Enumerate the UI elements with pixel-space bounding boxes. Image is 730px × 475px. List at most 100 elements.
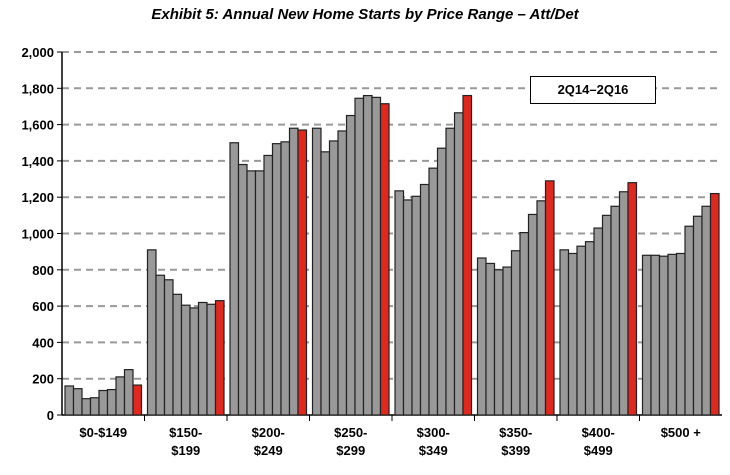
bar: [345, 114, 356, 416]
bar: [206, 303, 217, 416]
bar: [650, 254, 661, 416]
bar: [610, 205, 621, 416]
bar: [419, 183, 430, 416]
bar: [254, 170, 265, 416]
bar: [476, 257, 487, 416]
x-category-label: $250-: [334, 425, 367, 440]
bar: [692, 215, 703, 416]
bar: [428, 167, 439, 416]
bar: [89, 397, 100, 416]
bar: [64, 385, 75, 416]
x-category-label: $199: [171, 443, 200, 458]
bar: [280, 141, 291, 416]
bar: [98, 389, 109, 416]
bar: [584, 241, 595, 416]
bar: [567, 252, 578, 416]
x-category-label: $0-$149: [79, 425, 127, 440]
bar: [701, 205, 712, 416]
bar: [618, 191, 629, 416]
y-tick-label: 1,000: [21, 227, 54, 242]
bar: [485, 262, 496, 416]
x-category-label: $350-: [499, 425, 532, 440]
bar: [462, 94, 473, 416]
bar: [189, 307, 200, 416]
x-category-label: $299: [336, 443, 365, 458]
bar: [436, 147, 447, 416]
bar: [115, 376, 126, 416]
bar: [155, 274, 166, 416]
bar: [371, 96, 382, 416]
bar: [123, 369, 134, 416]
y-tick-label: 1,400: [21, 154, 54, 169]
bar: [544, 180, 555, 416]
bar: [146, 249, 157, 416]
bar: [493, 269, 504, 416]
bar: [320, 151, 331, 416]
bar: [81, 398, 92, 416]
y-tick-label: 1,200: [21, 190, 54, 205]
bar: [445, 127, 456, 416]
bar: [337, 130, 348, 416]
x-category-label: $399: [501, 443, 530, 458]
bar: [229, 142, 240, 416]
bar: [709, 192, 720, 416]
bar: [601, 214, 612, 416]
y-tick-label: 1,800: [21, 81, 54, 96]
x-category-label: $499: [584, 443, 613, 458]
bar: [684, 225, 695, 416]
bar: [394, 190, 405, 416]
bar: [667, 253, 678, 416]
chart-title: Exhibit 5: Annual New Home Starts by Pri…: [151, 6, 579, 23]
y-tick-label: 400: [32, 335, 54, 350]
bar: [106, 388, 117, 416]
bar: [362, 94, 373, 416]
bar: [402, 199, 413, 416]
x-category-label: $200-: [252, 425, 285, 440]
x-category-label: $300-: [417, 425, 450, 440]
bar: [271, 143, 282, 416]
y-tick-label: 0: [47, 408, 54, 423]
bar: [379, 103, 390, 416]
bar: [502, 266, 513, 416]
y-tick-label: 800: [32, 263, 54, 278]
bar: [519, 231, 530, 416]
y-tick-label: 1,600: [21, 118, 54, 133]
bar: [72, 388, 83, 416]
bar: [510, 250, 521, 416]
bar: [527, 213, 538, 416]
x-category-label: $349: [419, 443, 448, 458]
bar: [132, 384, 143, 416]
bar: [288, 127, 299, 416]
bar: [354, 97, 365, 416]
bar: [197, 301, 208, 416]
x-category-label: $249: [254, 443, 283, 458]
legend-box: 2Q14–2Q16: [530, 76, 656, 104]
bar: [180, 304, 191, 416]
y-tick-label: 2,000: [21, 45, 54, 60]
bar: [411, 195, 422, 416]
x-category-label: $150-: [169, 425, 202, 440]
bar: [263, 154, 274, 416]
bar: [675, 252, 686, 416]
bar: [214, 300, 225, 416]
bar: [453, 112, 464, 416]
y-tick-label: 200: [32, 372, 54, 387]
bar: [297, 129, 308, 416]
bar: [658, 255, 669, 416]
bar: [593, 227, 604, 416]
bar: [576, 245, 587, 416]
bar: [328, 140, 339, 416]
x-category-label: $400-: [582, 425, 615, 440]
bar: [559, 249, 570, 416]
y-tick-label: 600: [32, 299, 54, 314]
bar: [246, 170, 257, 416]
bar: [172, 293, 183, 416]
bar: [536, 200, 547, 416]
x-category-label: $500 +: [661, 425, 702, 440]
bar: [311, 127, 322, 416]
bar: [641, 254, 652, 416]
bar: [163, 279, 174, 416]
bar: [237, 163, 248, 416]
bar: [627, 182, 638, 416]
